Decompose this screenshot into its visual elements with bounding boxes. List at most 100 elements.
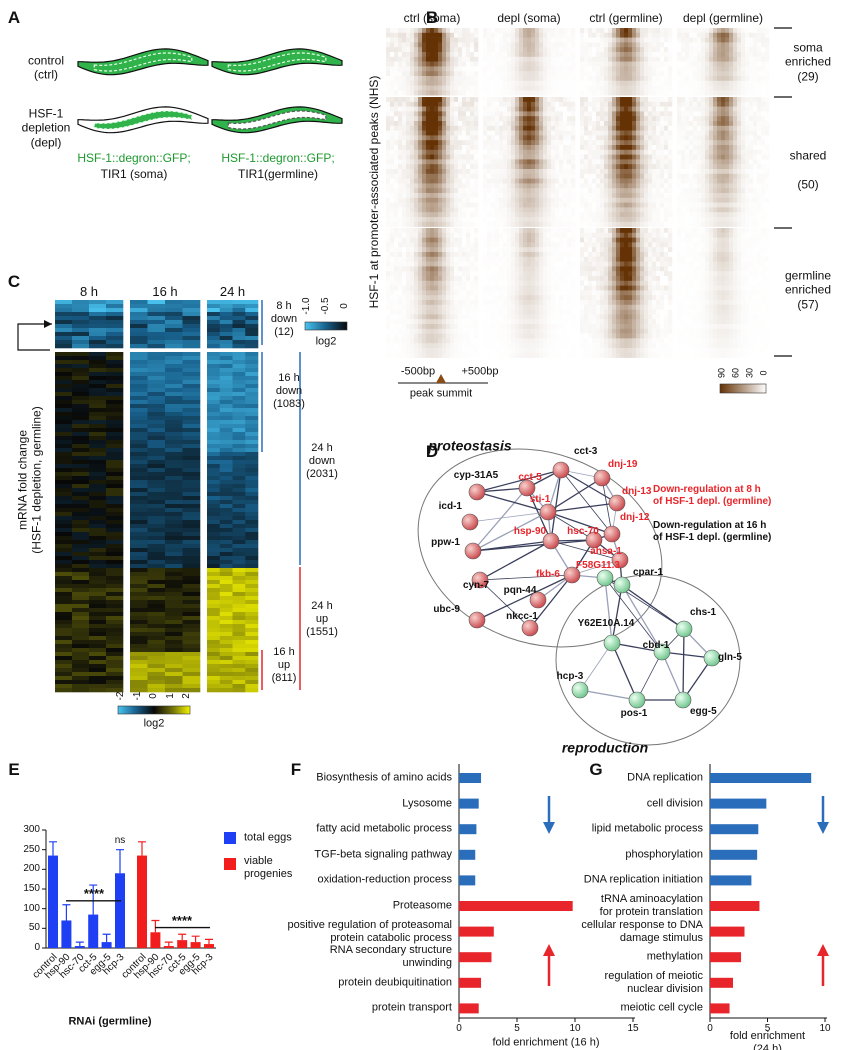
heatmap-cell	[386, 57, 390, 62]
heatmap-cell	[470, 286, 474, 291]
heatmap-cell	[547, 188, 551, 193]
heatmap-cell	[410, 338, 414, 343]
heatmap-cell	[491, 228, 495, 233]
heatmap-cell	[474, 38, 478, 43]
heatmap-cell	[705, 81, 709, 86]
heatmap-cell	[523, 102, 527, 107]
heatmap-cell	[462, 305, 466, 310]
heatmap-cell	[535, 164, 539, 169]
heatmap-cell	[454, 324, 458, 329]
heatmap-cell	[612, 135, 616, 140]
heatmap-cell	[495, 145, 499, 150]
heatmap-cell	[584, 257, 588, 262]
heatmap-cell	[454, 33, 458, 38]
heatmap-cell	[406, 290, 410, 295]
heatmap-cell	[394, 183, 398, 188]
heatmap-cell	[547, 295, 551, 300]
heatmap-cell	[632, 28, 636, 33]
heatmap-cell	[592, 57, 596, 62]
heatmap-cell	[442, 271, 446, 276]
heatmap-cell	[624, 164, 628, 169]
heatmap-cell	[628, 131, 632, 136]
heatmap-cell	[656, 281, 660, 286]
heatmap-cell	[543, 257, 547, 262]
heatmap-cell	[458, 155, 462, 160]
heatmap-cell	[664, 198, 668, 203]
heatmap-cell	[600, 242, 604, 247]
heatmap-cell	[454, 314, 458, 319]
heatmap-cell	[668, 286, 672, 291]
heatmap-cell	[402, 28, 406, 33]
heatmap-cell	[608, 76, 612, 81]
heatmap-cell	[418, 295, 422, 300]
heatmap-cell	[555, 198, 559, 203]
heatmap-cell	[418, 290, 422, 295]
heatmap-cell	[551, 295, 555, 300]
heatmap-cell	[624, 183, 628, 188]
heatmap-cell	[660, 140, 664, 145]
heatmap-cell	[402, 169, 406, 174]
heatmap-cell	[483, 338, 487, 343]
heatmap-cell	[668, 52, 672, 57]
heatmap-cell	[507, 111, 511, 116]
heatmap-cell	[474, 174, 478, 179]
heatmap-cell	[422, 111, 426, 116]
heatmap-cell	[664, 97, 668, 102]
heatmap-cell	[398, 131, 402, 136]
heatmap-cell	[721, 42, 725, 47]
heatmap-cell	[567, 207, 571, 212]
heatmap-cell	[450, 81, 454, 86]
heatmap-cell	[462, 57, 466, 62]
heatmap-cell	[414, 169, 418, 174]
heatmap-cell	[418, 164, 422, 169]
heatmap-cell	[410, 169, 414, 174]
heatmap-cell	[656, 86, 660, 91]
heatmap-cell	[527, 266, 531, 271]
heatmap-cell	[640, 252, 644, 257]
heatmap-cell	[442, 131, 446, 136]
heatmap-cell	[406, 28, 410, 33]
heatmap-cell	[394, 305, 398, 310]
heatmap-cell	[636, 86, 640, 91]
heatmap-cell	[745, 57, 749, 62]
heatmap-cell	[543, 102, 547, 107]
heatmap-cell	[483, 228, 487, 233]
heatmap-cell	[499, 164, 503, 169]
heatmap-cell	[446, 131, 450, 136]
heatmap-cell	[571, 203, 575, 208]
heatmap-cell	[551, 102, 555, 107]
heatmap-cell	[559, 42, 563, 47]
heatmap-cell	[543, 90, 547, 95]
heatmap-cell	[656, 300, 660, 305]
heatmap-cell	[543, 207, 547, 212]
heatmap-cell	[466, 102, 470, 107]
heatmap-cell	[398, 252, 402, 257]
heatmap-cell	[596, 343, 600, 348]
heatmap-cell	[499, 334, 503, 339]
heatmap-cell	[737, 33, 741, 38]
heatmap-cell	[567, 305, 571, 310]
heatmap-cell	[491, 193, 495, 198]
heatmap-cell	[648, 33, 652, 38]
heatmap-cell	[620, 86, 624, 91]
heatmap-cell	[458, 183, 462, 188]
heatmap-cell	[632, 188, 636, 193]
heatmap-cell	[402, 247, 406, 252]
heatmap-cell	[402, 276, 406, 281]
heatmap-cell	[446, 111, 450, 116]
heatmap-cell	[406, 102, 410, 107]
heatmap-cell	[531, 62, 535, 67]
heatmap-cell	[551, 198, 555, 203]
heatmap-cell	[483, 238, 487, 243]
heatmap-cell	[588, 222, 592, 227]
heatmap-cell	[741, 38, 745, 43]
heatmap-cell	[547, 183, 551, 188]
heatmap-cell	[580, 116, 584, 121]
heatmap-cell	[446, 81, 450, 86]
heatmap-cell	[466, 228, 470, 233]
heatmap-cell	[434, 183, 438, 188]
heatmap-cell	[426, 353, 430, 358]
heatmap-cell	[648, 348, 652, 353]
heatmap-cell	[450, 28, 454, 33]
heatmap-cell	[547, 38, 551, 43]
